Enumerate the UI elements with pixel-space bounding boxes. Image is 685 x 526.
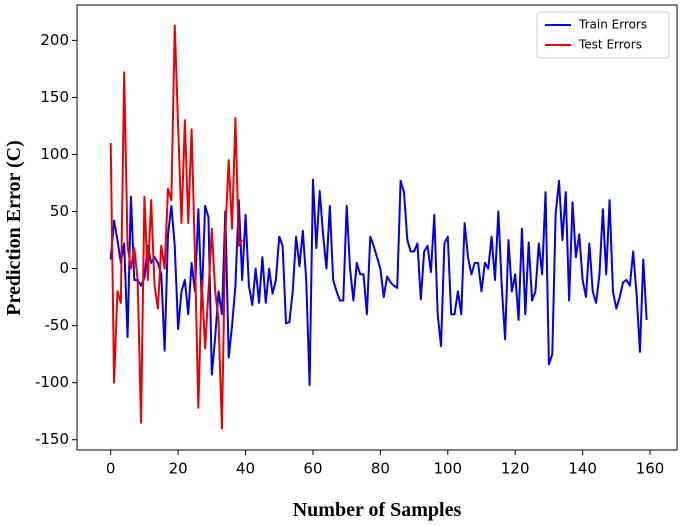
- y-tick-label: 50: [50, 202, 69, 220]
- x-tick-label: 40: [236, 460, 255, 478]
- y-tick-label: -100: [35, 373, 69, 391]
- data-line: [109, 178, 648, 386]
- x-tick-label: 80: [371, 460, 390, 478]
- x-tick-label: 100: [433, 460, 462, 478]
- x-tick-label: 20: [169, 460, 188, 478]
- x-axis-label: Number of Samples: [293, 499, 462, 521]
- x-tick-label: 140: [568, 460, 597, 478]
- legend-label: Test Errors: [578, 38, 642, 52]
- y-tick-label: 100: [40, 145, 69, 163]
- y-tick-label: 0: [59, 259, 69, 277]
- legend-label: Train Errors: [578, 18, 647, 32]
- y-tick-label: 200: [40, 31, 69, 49]
- y-tick-label: 150: [40, 88, 69, 106]
- plot-frame: [76, 4, 678, 451]
- x-tick-label: 60: [303, 460, 322, 478]
- x-tick-label: 120: [501, 460, 530, 478]
- x-tick-label: 0: [106, 460, 116, 478]
- y-axis-label: Prediction Error (C): [3, 140, 25, 316]
- x-tick-label: 160: [636, 460, 665, 478]
- y-tick-label: -150: [35, 430, 69, 448]
- y-tick-label: -50: [45, 316, 70, 334]
- data-line: [109, 24, 244, 430]
- legend-box: [536, 11, 670, 59]
